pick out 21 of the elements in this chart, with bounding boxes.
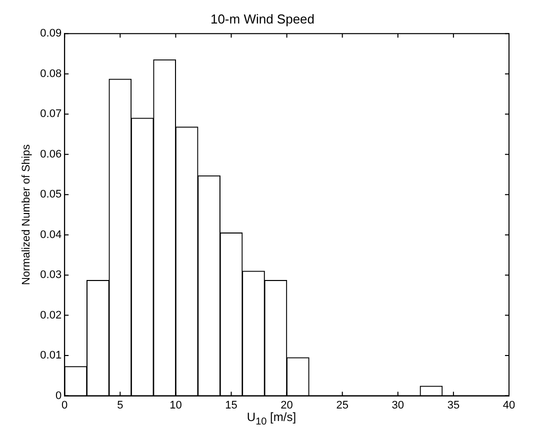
y-tick-label: 0.03 xyxy=(40,269,62,282)
x-tick-label: 30 xyxy=(392,399,404,412)
chart-title: 10-m Wind Speed xyxy=(210,11,315,26)
y-tick-label: 0 xyxy=(55,390,62,402)
x-axis-title: U$_{10}$ [m/s] xyxy=(246,410,298,428)
x-tick-label: 25 xyxy=(336,399,348,412)
y-tick-label: 0.05 xyxy=(40,188,62,201)
y-tick-label: 0.02 xyxy=(40,309,62,322)
y-tick-label: 0.07 xyxy=(40,108,62,120)
x-tick-label: 5 xyxy=(117,399,124,412)
x-tick-label: 15 xyxy=(225,399,238,412)
x-tick-label: 35 xyxy=(447,399,460,412)
x-tick-label: 40 xyxy=(502,399,516,412)
y-axis-title: Normalized Number of Ships xyxy=(20,144,33,286)
x-tick-label: 10 xyxy=(170,399,182,412)
y-tick-label: 0.08 xyxy=(40,68,62,80)
x-tick-label: 20 xyxy=(280,399,293,412)
y-tick-label: 0.06 xyxy=(40,148,62,160)
y-tick-label: 0.09 xyxy=(40,28,62,40)
y-tick-label: 0.01 xyxy=(40,350,62,362)
y-tick-label: 0.04 xyxy=(40,228,62,241)
